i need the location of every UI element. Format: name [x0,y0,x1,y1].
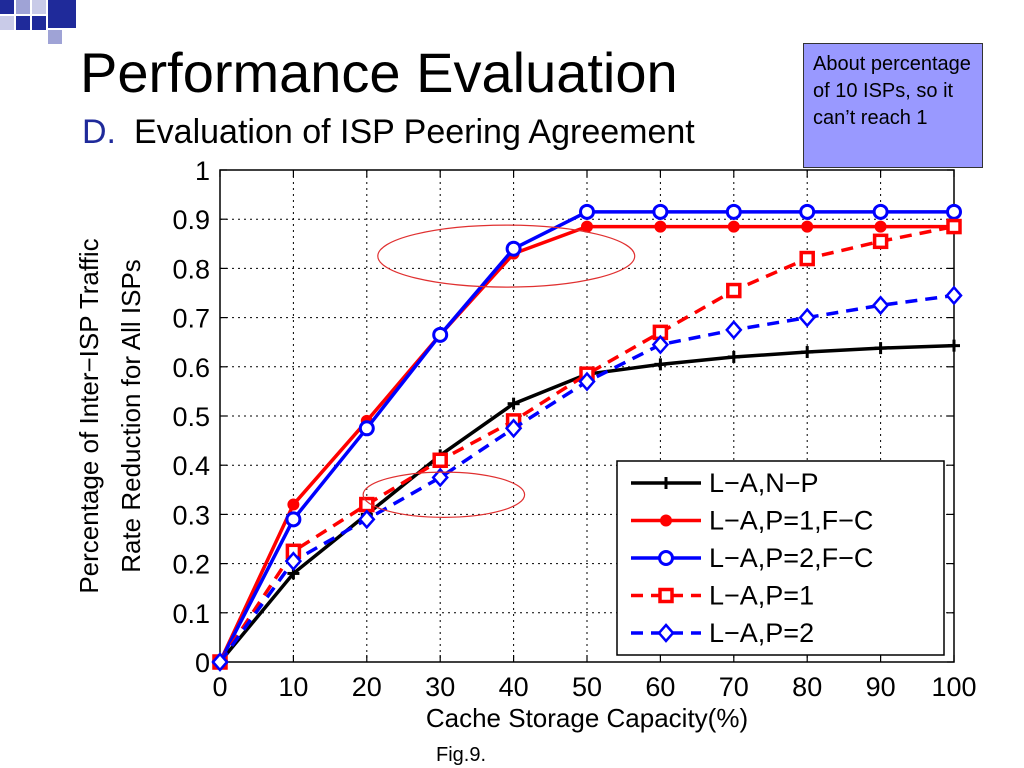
data-point [946,203,962,220]
section-heading: D. Evaluation of ISP Peering Agreement [82,113,695,152]
corner-square-1 [0,0,14,14]
highlight-ellipse [377,224,636,288]
legend-marker [658,587,674,604]
corner-square-7 [0,16,14,30]
x-tick-label: 100 [931,672,976,702]
x-tick-label: 20 [352,672,382,702]
data-point [725,320,743,340]
data-point [211,652,229,672]
legend-marker [657,623,675,643]
corner-square-8 [48,30,62,44]
data-point [504,418,523,439]
data-point [798,307,816,328]
x-tick-label: 30 [425,672,455,702]
data-point [799,250,815,267]
series-2 [212,203,962,670]
figure-caption: Fig.9. [436,744,487,766]
x-tick-label: 80 [792,672,822,702]
x-tick-label: 40 [499,672,529,702]
legend-marker [660,514,672,527]
section-letter: D. [82,113,116,151]
legend-label: L−A,P=1,F−C [709,506,873,536]
y-tick-label: 0.7 [172,304,210,334]
legend-marker [658,550,674,566]
annotation-note: About percentage of 10 ISPs, so it can’t… [803,43,983,168]
y-axis-label-line-1: Percentage of Inter−ISP Traffic [74,238,104,593]
chart-annotations [362,224,636,518]
data-point [287,498,300,511]
legend-label: L−A,P=1 [709,581,814,611]
data-point [431,467,449,488]
corner-square-2 [16,0,30,14]
data-point [946,218,962,235]
data-point [725,203,742,220]
data-point [872,233,889,250]
data-point [505,240,522,257]
slide-title: Performance Evaluation [80,41,678,104]
data-point [872,203,889,220]
data-point [651,334,670,355]
corner-square-5 [16,16,30,30]
data-point [654,220,667,233]
data-point [652,203,669,220]
legend-label: L−A,P=2 [709,618,814,648]
x-tick-label: 60 [645,672,675,702]
y-tick-label: 0.2 [172,550,210,580]
data-point [801,220,814,233]
x-tick-label: 90 [866,672,896,702]
highlight-ellipse [362,471,526,518]
x-tick-label: 10 [278,672,308,702]
data-point [581,220,593,233]
y-tick-label: 0.6 [172,353,210,383]
legend-label: L−A,P=2,F−C [709,543,873,573]
x-axis-label: Cache Storage Capacity(%) [426,703,748,733]
data-point [579,203,595,220]
data-point [432,326,449,343]
corner-square-6 [32,16,46,30]
data-point [578,371,596,392]
data-point [432,452,448,469]
x-tick-label: 0 [212,672,227,702]
y-tick-label: 0.1 [172,599,210,629]
x-tick-label: 50 [572,672,602,702]
legend-label: L−A,N−P [709,468,819,498]
data-point [874,220,887,233]
y-tick-label: 0.8 [172,254,210,284]
chart-series [211,203,963,672]
data-point [726,282,742,299]
y-axis-label-line-2: Rate Reduction for All ISPs [116,259,146,573]
data-point [727,220,740,233]
data-point [945,285,963,306]
section-title: Evaluation of ISP Peering Agreement [134,113,695,151]
data-point [285,511,302,528]
data-point [358,420,375,437]
y-tick-label: 0.9 [172,205,210,235]
data-point [871,295,890,316]
series-4 [211,285,963,672]
y-tick-label: 0.5 [172,402,210,432]
x-tick-label: 70 [719,672,749,702]
y-tick-label: 1 [195,156,210,186]
data-point [284,551,303,572]
corner-square-3 [32,0,46,14]
data-point [358,509,376,530]
chart-legend: L−A,N−P L−A,P=1,F−C L−A,P=2,F−C L−A,P=1 L−A,… [616,460,945,656]
corner-square-4 [48,0,76,28]
axis-ticks: 0 10 20 30 40 50 60 70 80 90 100 0 0.1 0.2 0.3 0.4 0.5 0.… [172,156,976,702]
y-tick-label: 0.4 [172,451,210,481]
y-tick-label: 0 [195,648,210,678]
data-point [799,203,816,220]
y-tick-label: 0.3 [172,500,210,530]
series-line [218,224,955,663]
